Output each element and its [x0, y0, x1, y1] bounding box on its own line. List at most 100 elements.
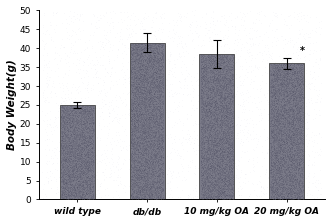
Point [152, 63, 157, 67]
Point [225, 120, 230, 123]
Point [137, 42, 142, 45]
Point [60, 124, 65, 128]
Point [210, 75, 215, 78]
Point [151, 50, 156, 54]
Point [214, 96, 219, 99]
Point [219, 76, 224, 79]
Point [230, 138, 235, 142]
Point [225, 116, 231, 119]
Point [81, 123, 87, 126]
Point [205, 95, 210, 98]
Point [147, 170, 152, 174]
Point [141, 131, 146, 135]
Point [264, 58, 270, 62]
Point [86, 190, 92, 194]
Point [141, 130, 146, 133]
Point [134, 73, 140, 76]
Point [65, 109, 70, 113]
Point [270, 67, 276, 71]
Point [80, 192, 86, 195]
Point [130, 90, 135, 94]
Point [153, 157, 159, 160]
Point [212, 83, 217, 87]
Point [226, 102, 231, 106]
Point [160, 102, 165, 105]
Point [297, 173, 302, 177]
Point [199, 112, 204, 116]
Point [279, 183, 285, 186]
Point [129, 70, 134, 73]
Point [278, 142, 283, 146]
Point [284, 163, 289, 166]
Point [135, 103, 141, 107]
Point [271, 121, 277, 125]
Point [151, 43, 156, 47]
Point [159, 99, 164, 103]
Point [230, 64, 235, 67]
Point [226, 159, 231, 162]
Point [128, 181, 133, 184]
Point [142, 106, 148, 110]
Point [140, 130, 146, 133]
Point [79, 142, 85, 146]
Point [199, 107, 205, 110]
Point [58, 149, 64, 153]
Point [217, 67, 223, 70]
Point [148, 115, 153, 119]
Point [278, 77, 284, 81]
Point [288, 69, 293, 73]
Point [282, 103, 288, 106]
Point [211, 136, 216, 139]
Point [157, 74, 162, 78]
Point [282, 114, 287, 118]
Point [274, 125, 279, 128]
Point [60, 190, 65, 193]
Point [146, 195, 152, 199]
Point [206, 56, 211, 59]
Point [275, 135, 280, 138]
Point [276, 98, 281, 101]
Point [128, 107, 133, 110]
Point [298, 131, 303, 134]
Point [199, 176, 205, 180]
Point [141, 107, 146, 111]
Point [78, 132, 83, 135]
Point [230, 155, 235, 158]
Point [140, 124, 145, 127]
Point [275, 101, 280, 105]
Point [277, 77, 282, 80]
Point [300, 79, 305, 83]
Point [225, 170, 230, 174]
Point [132, 72, 137, 75]
Point [54, 156, 60, 160]
Point [151, 173, 157, 176]
Point [130, 173, 135, 176]
Point [272, 154, 278, 157]
Point [153, 47, 158, 51]
Point [227, 150, 233, 153]
Point [269, 157, 274, 160]
Point [152, 149, 158, 153]
Point [280, 81, 286, 85]
Point [140, 93, 146, 97]
Point [140, 110, 145, 113]
Point [283, 123, 288, 126]
Point [282, 170, 287, 173]
Point [277, 123, 282, 126]
Point [129, 42, 134, 45]
Point [254, 52, 260, 56]
Point [76, 107, 81, 111]
Point [285, 101, 290, 105]
Point [94, 103, 99, 106]
Point [82, 109, 87, 112]
Point [215, 147, 220, 150]
Point [217, 78, 222, 82]
Point [148, 183, 153, 186]
Point [293, 106, 298, 109]
Point [153, 89, 158, 93]
Point [86, 167, 91, 170]
Point [218, 66, 223, 69]
Point [226, 94, 232, 98]
Point [69, 147, 74, 151]
Point [156, 184, 161, 187]
